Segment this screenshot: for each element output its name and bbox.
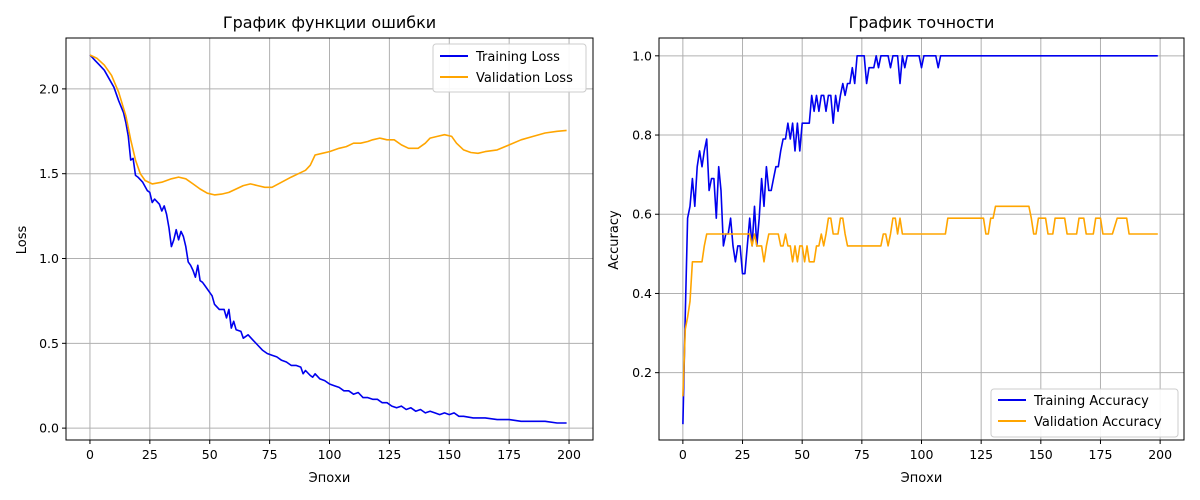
legend-label-validation-accuracy: Validation Accuracy xyxy=(1034,415,1162,430)
loss-axes-frame xyxy=(65,37,594,441)
loss-ytick-label: 0.5 xyxy=(39,336,59,351)
loss-xtick-label: 75 xyxy=(262,447,278,462)
accuracy-xtick-label: 50 xyxy=(794,447,810,462)
loss-xtick-label: 175 xyxy=(497,447,521,462)
loss-ytick-label: 1.5 xyxy=(39,166,59,181)
loss-legend: Training Loss Validation Loss xyxy=(432,43,587,93)
loss-chart-title: График функции ошибки xyxy=(223,13,436,32)
accuracy-chart-xlabel: Эпохи xyxy=(901,471,943,486)
accuracy-chart-title: График точности xyxy=(849,13,995,32)
loss-line-training-loss xyxy=(89,54,567,424)
loss-legend-box xyxy=(432,43,587,93)
loss-chart-xlabel: Эпохи xyxy=(309,471,351,486)
loss-xtick-label: 25 xyxy=(142,447,158,462)
accuracy-xtick-label: 175 xyxy=(1089,447,1113,462)
loss-ytick-label: 0.0 xyxy=(39,421,59,436)
loss-line-validation-loss xyxy=(89,54,567,196)
accuracy-chart: График точности Эпохи Accuracy 0 25 50 75 10… xyxy=(607,13,1185,486)
accuracy-xtick-label: 75 xyxy=(854,447,870,462)
accuracy-ytick-label: 0.6 xyxy=(632,207,652,222)
accuracy-xtick-label: 125 xyxy=(969,447,993,462)
accuracy-axes-frame xyxy=(658,37,1185,441)
loss-ytick-label: 1.0 xyxy=(39,251,59,266)
accuracy-ytick-label: 0.4 xyxy=(632,286,652,301)
accuracy-ytick-label: 0.2 xyxy=(632,365,652,380)
accuracy-chart-ylabel: Accuracy xyxy=(607,210,622,270)
accuracy-line-validation-accuracy xyxy=(682,205,1158,397)
loss-xtick-label: 150 xyxy=(437,447,461,462)
accuracy-xtick-label: 25 xyxy=(735,447,751,462)
loss-xtick-label: 100 xyxy=(318,447,342,462)
legend-label-training-loss: Training Loss xyxy=(475,50,560,65)
loss-chart: График функции ошибки Эпохи Loss 0 25 50 75… xyxy=(15,13,594,486)
accuracy-plot-area: 0 25 50 75 100 125 150 175 200 0.2 0.4 0.6 0.8 1.0 xyxy=(632,37,1185,462)
accuracy-xtick-label: 200 xyxy=(1148,447,1172,462)
loss-xtick-label: 50 xyxy=(202,447,218,462)
loss-xtick-label: 0 xyxy=(86,447,94,462)
accuracy-xtick-label: 150 xyxy=(1029,447,1053,462)
accuracy-ytick-label: 1.0 xyxy=(632,48,652,63)
loss-chart-ylabel: Loss xyxy=(15,226,30,255)
loss-plot-area: 0 25 50 75 100 125 150 175 200 0.0 0.5 1.0 1.5 2.0 xyxy=(39,37,594,462)
accuracy-line-training-accuracy xyxy=(682,55,1158,425)
accuracy-legend: Training Accuracy Validation Accuracy xyxy=(990,388,1179,438)
accuracy-legend-box xyxy=(990,388,1179,438)
loss-xtick-label: 125 xyxy=(377,447,401,462)
loss-xtick-label: 200 xyxy=(557,447,581,462)
legend-label-validation-loss: Validation Loss xyxy=(476,71,573,86)
accuracy-xtick-label: 0 xyxy=(679,447,687,462)
loss-ytick-label: 2.0 xyxy=(39,81,59,96)
accuracy-ytick-label: 0.8 xyxy=(632,128,652,143)
accuracy-xtick-label: 100 xyxy=(910,447,934,462)
legend-label-training-accuracy: Training Accuracy xyxy=(1033,394,1149,409)
